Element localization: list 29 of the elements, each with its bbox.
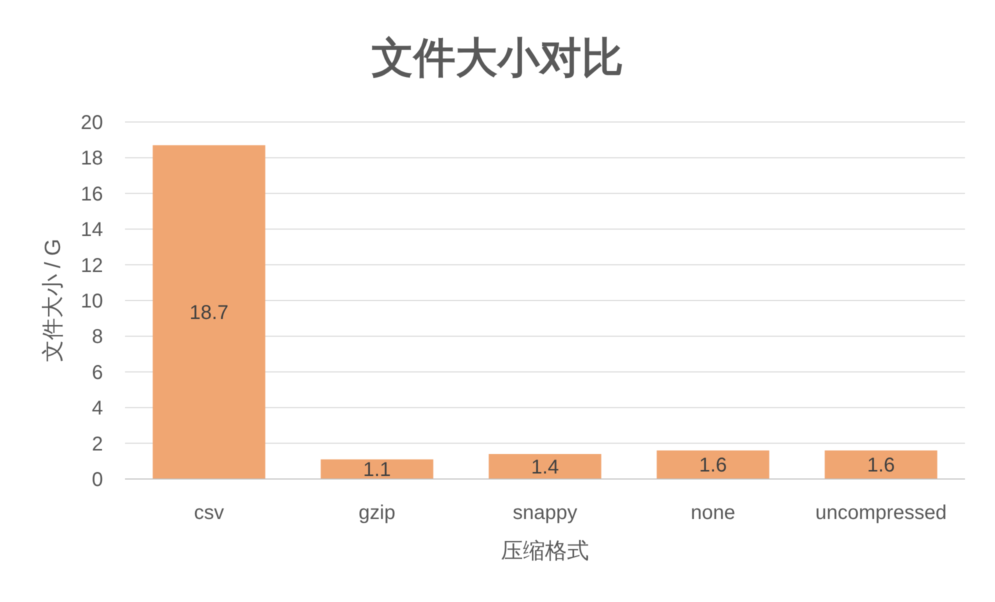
bar — [656, 450, 770, 479]
x-tick-label: csv — [194, 502, 224, 524]
data-label: 1.1 — [363, 459, 391, 482]
bar — [488, 454, 602, 479]
y-tick-label: 8 — [92, 326, 103, 348]
y-tick-label: 2 — [92, 433, 103, 456]
x-tick-label: gzip — [358, 502, 396, 524]
data-label: 1.6 — [699, 454, 727, 477]
x-tick-label: snappy — [512, 502, 578, 524]
y-tick-label: 4 — [92, 398, 103, 420]
y-tick-label: 20 — [80, 112, 103, 134]
y-tick-label: 10 — [80, 290, 103, 312]
y-tick-label: 14 — [80, 219, 103, 242]
bar — [824, 450, 938, 479]
y-tick-label: 6 — [92, 362, 103, 384]
y-tick-label: 18 — [80, 148, 103, 170]
y-tick-label: 16 — [80, 183, 103, 206]
x-axis-title: 压缩格式 — [501, 538, 589, 563]
data-label: 18.7 — [190, 302, 228, 324]
y-tick-label: 0 — [92, 469, 103, 491]
data-label: 1.4 — [531, 456, 559, 479]
y-tick-label: 12 — [80, 254, 103, 277]
y-axis-title: 文件大小 / G — [40, 238, 65, 362]
bar — [320, 459, 434, 479]
data-label: 1.6 — [867, 454, 895, 477]
bar — [152, 145, 266, 479]
chart-title: 文件大小对比 — [372, 34, 624, 81]
x-tick-label: uncompressed — [815, 502, 947, 524]
x-tick-label: none — [690, 502, 736, 524]
